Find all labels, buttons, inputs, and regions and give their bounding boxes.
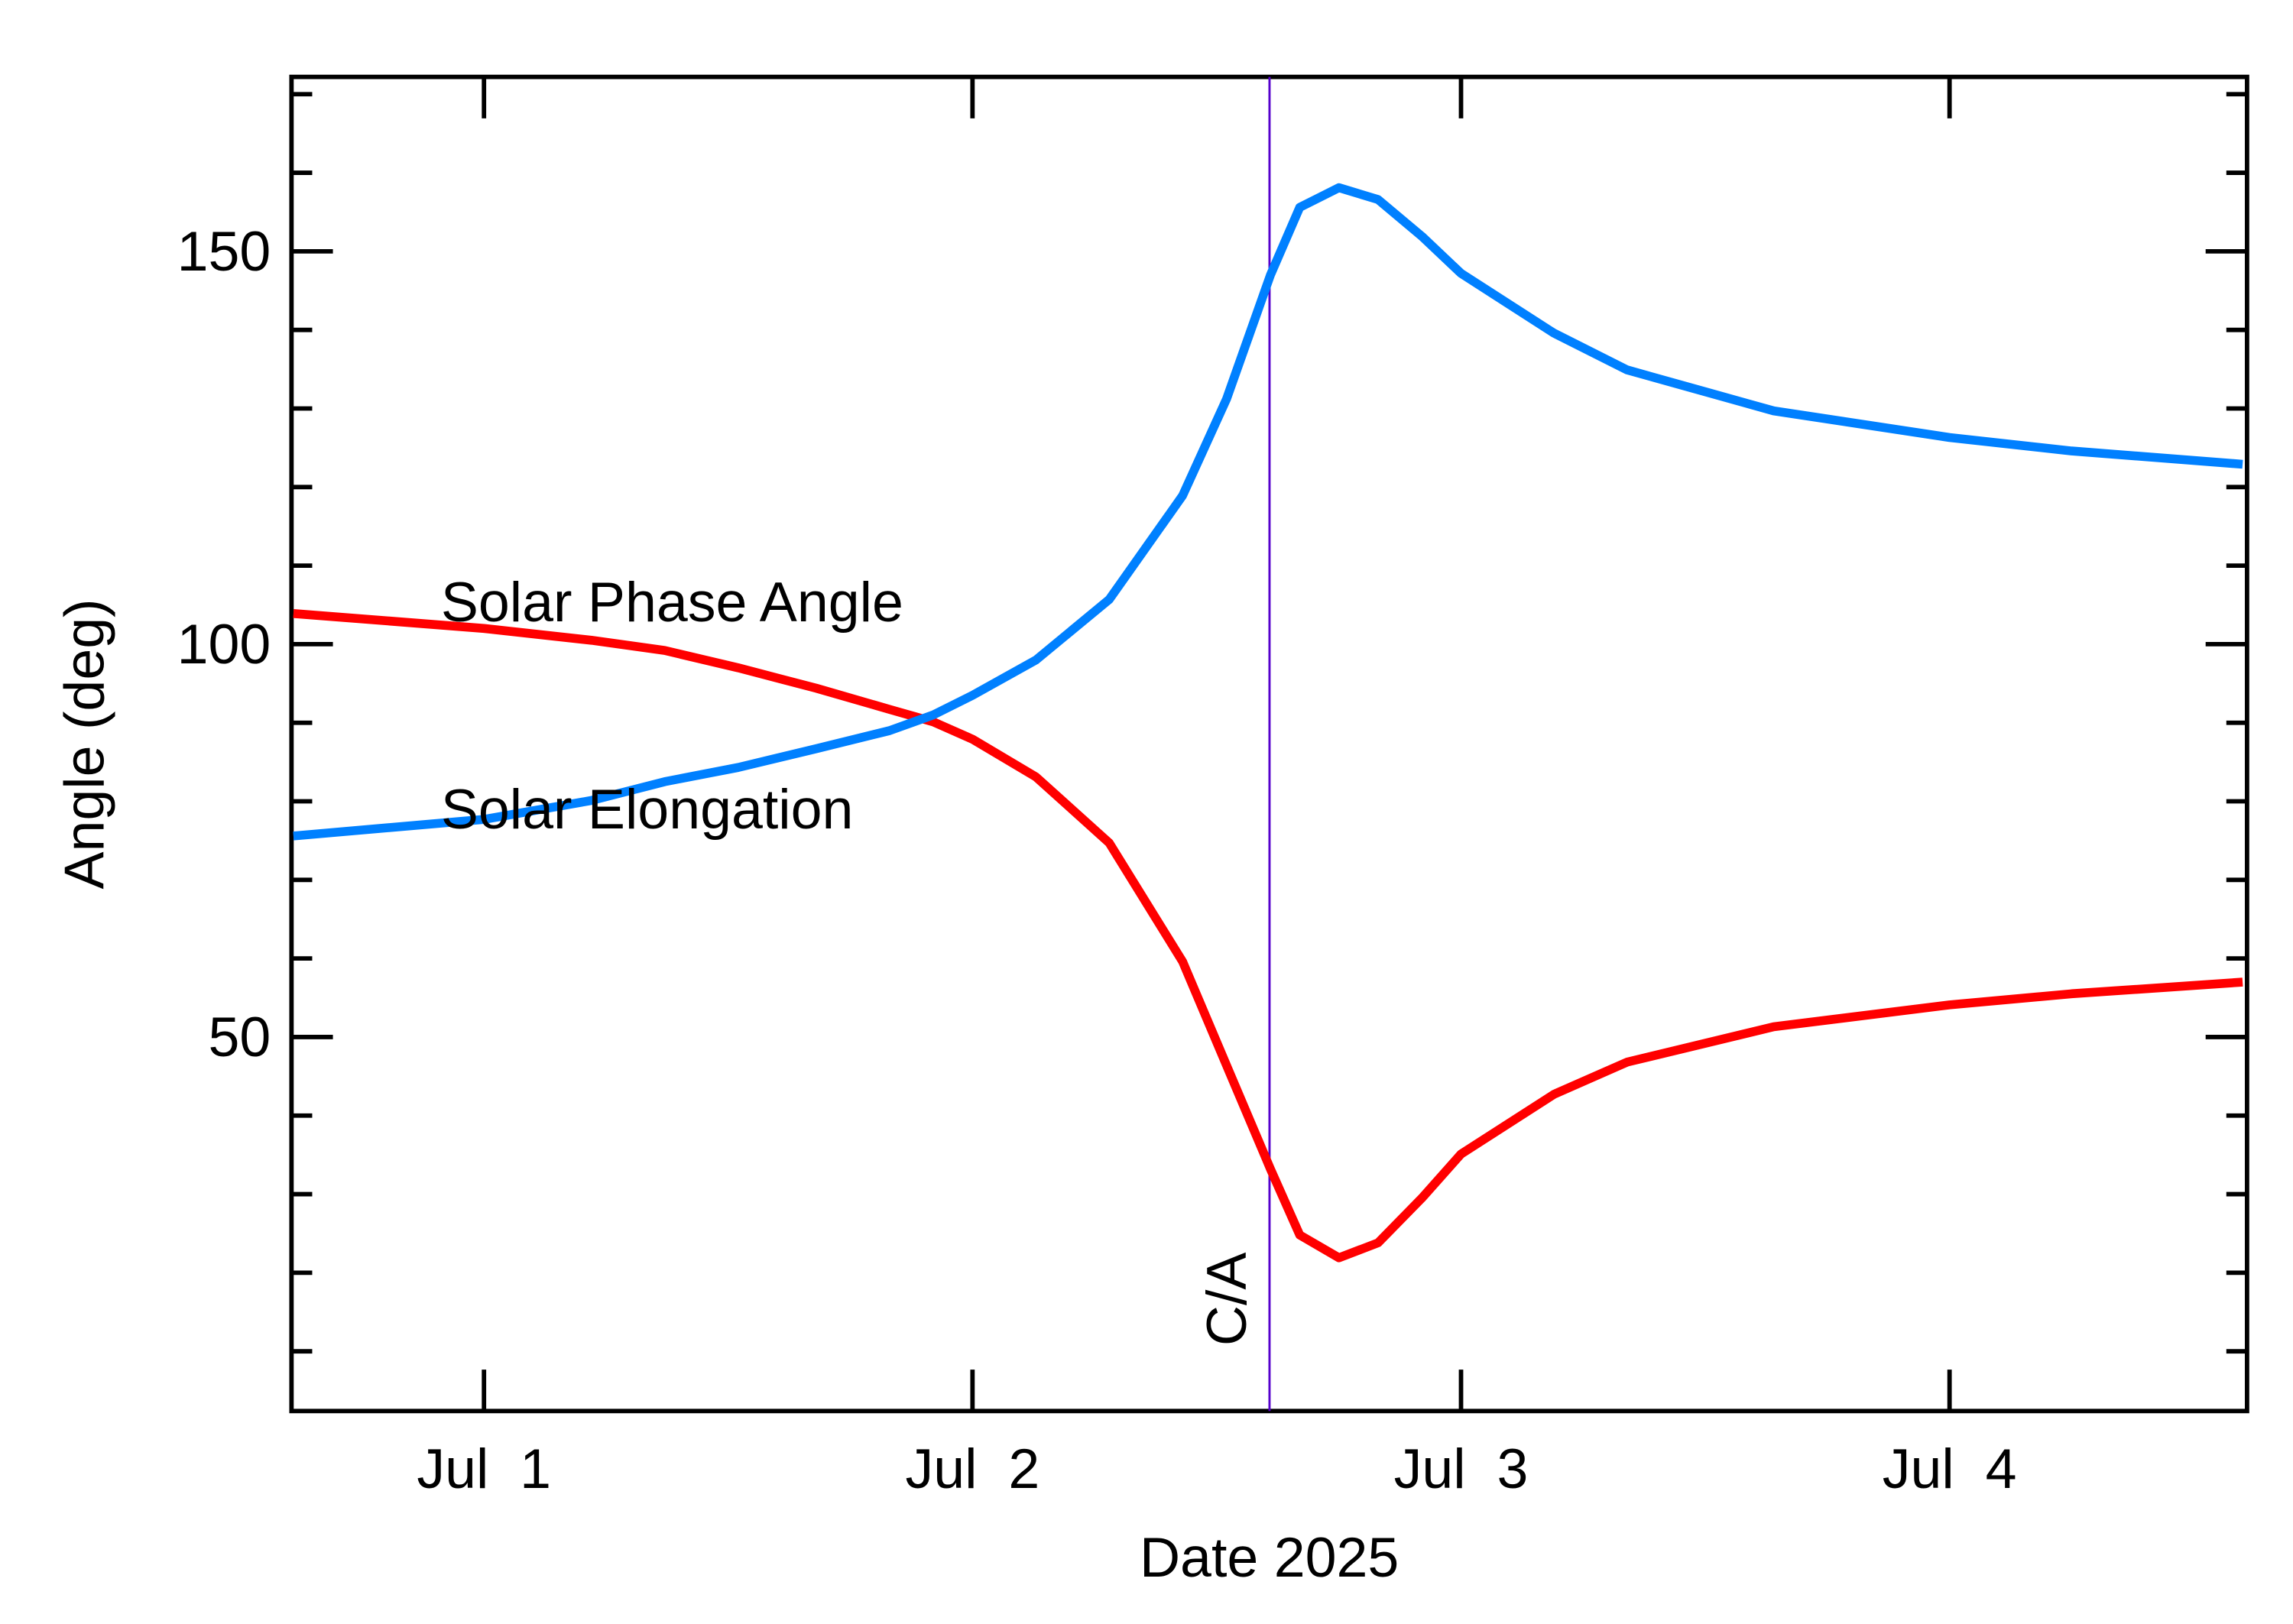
- closest-approach-label: C/A: [1195, 1253, 1258, 1347]
- x-tick-label: Jul 4: [1883, 1437, 2017, 1500]
- series-label: Solar Phase Angle: [441, 570, 903, 634]
- y-tick-label: 100: [177, 612, 271, 676]
- x-tick-label: Jul 2: [905, 1437, 1039, 1500]
- y-tick-label: 50: [208, 1005, 271, 1068]
- x-axis-title: Date 2025: [1140, 1525, 1399, 1589]
- series-line: [293, 608, 2243, 1263]
- y-axis-title: Angle (deg): [53, 598, 116, 889]
- series-line: [293, 183, 2243, 841]
- series-label: Solar Elongation: [441, 777, 854, 841]
- y-tick-label: 150: [177, 219, 271, 283]
- x-tick-label: Jul 1: [417, 1437, 551, 1500]
- x-tick-label: Jul 3: [1394, 1437, 1529, 1500]
